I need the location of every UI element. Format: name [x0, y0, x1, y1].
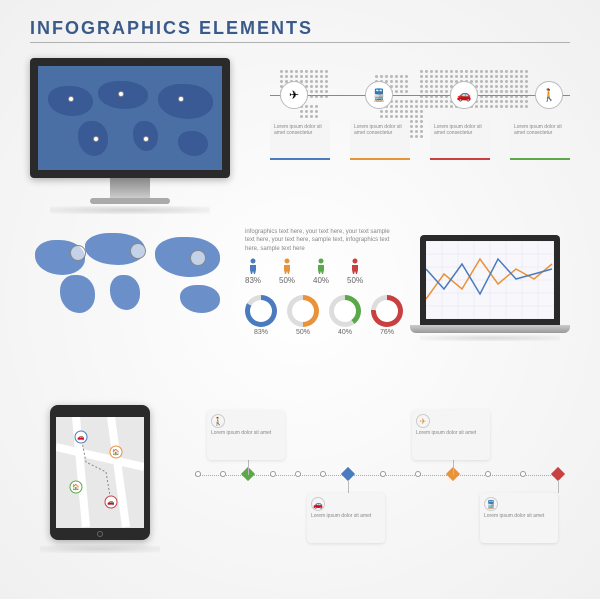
- timeline-box: Lorem ipsum dolor sit amet consectetur: [350, 120, 410, 160]
- svg-text:🏠: 🏠: [72, 483, 80, 491]
- svg-text:🚗: 🚗: [107, 500, 115, 506]
- svg-text:🏠: 🏠: [112, 448, 120, 456]
- timeline-card: ✈Lorem ipsum dolor sit amet: [412, 410, 490, 460]
- tablet-home-button: [97, 531, 103, 537]
- tablet-device: 🚗 🏠 🏠 🚗: [50, 405, 150, 540]
- monitor-world-map: [38, 66, 222, 170]
- car-icon: 🚗: [450, 81, 478, 109]
- car-icon: 🚗: [311, 497, 325, 511]
- laptop-screen: [420, 235, 560, 325]
- sample-text: infographics text here, your text here, …: [245, 228, 395, 253]
- page-title: INFOGRAPHICS ELEMENTS: [30, 18, 313, 39]
- tablet-map: 🚗 🏠 🏠 🚗: [56, 417, 144, 528]
- title-underline: [30, 42, 570, 43]
- middle-world-map: [30, 225, 230, 320]
- timeline-box: Lorem ipsum dolor sit amet consectetur: [510, 120, 570, 160]
- train-icon: 🚆: [484, 497, 498, 511]
- monitor-device: [30, 58, 230, 214]
- timeline-card: 🚗Lorem ipsum dolor sit amet: [307, 493, 385, 543]
- donut-chart: 76%: [371, 295, 403, 327]
- laptop-device: [410, 235, 570, 341]
- train-icon: 🚆: [365, 81, 393, 109]
- person-stat: 40%: [313, 258, 329, 285]
- bottom-timeline: 🚶Lorem ipsum dolor sit amet🚗Lorem ipsum …: [195, 475, 555, 476]
- person-stat: 50%: [347, 258, 363, 285]
- monitor-screen: [30, 58, 230, 178]
- people-stats: 83% 50% 40% 50%: [245, 258, 363, 285]
- person-stat: 83%: [245, 258, 261, 285]
- donut-chart: 83%: [245, 295, 277, 327]
- plane-icon: ✈: [416, 414, 430, 428]
- timeline-card: 🚆Lorem ipsum dolor sit amet: [480, 493, 558, 543]
- transport-timeline: ✈🚆🚗🚶Lorem ipsum dolor sit amet consectet…: [270, 95, 570, 96]
- donut-charts: 83% 50% 40% 76%: [245, 295, 403, 327]
- person-icon: 🚶: [211, 414, 225, 428]
- timeline-card: 🚶Lorem ipsum dolor sit amet: [207, 410, 285, 460]
- plane-icon: ✈: [280, 81, 308, 109]
- person-stat: 50%: [279, 258, 295, 285]
- donut-chart: 50%: [287, 295, 319, 327]
- donut-chart: 40%: [329, 295, 361, 327]
- timeline-box: Lorem ipsum dolor sit amet consectetur: [270, 120, 330, 160]
- laptop-line-chart: [426, 241, 554, 319]
- svg-text:🚗: 🚗: [77, 435, 85, 441]
- person-icon: 🚶: [535, 81, 563, 109]
- timeline-box: Lorem ipsum dolor sit amet consectetur: [430, 120, 490, 160]
